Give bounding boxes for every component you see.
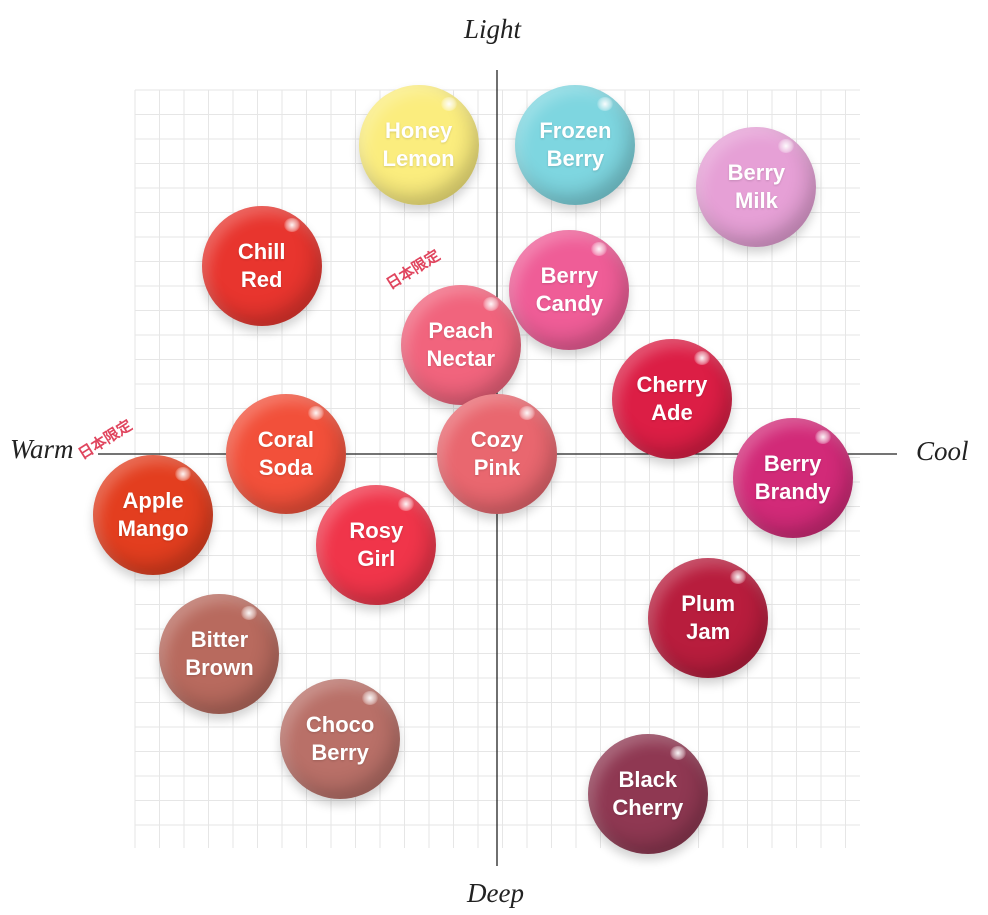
highlight-icon bbox=[693, 351, 710, 366]
color-ball-bitter-brown: Bitter Brown bbox=[159, 594, 280, 715]
highlight-icon bbox=[778, 139, 795, 154]
color-ball-choco-berry: Choco Berry bbox=[280, 679, 401, 800]
point-label: Cozy Pink bbox=[470, 427, 524, 480]
point-label: Chill Red bbox=[237, 238, 286, 292]
point-label: Plum Jam bbox=[681, 590, 736, 644]
highlight-icon bbox=[730, 569, 747, 584]
highlight-icon bbox=[283, 217, 300, 232]
highlight-icon bbox=[814, 430, 831, 445]
highlight-icon bbox=[307, 406, 324, 420]
axis-label-cool: Cool bbox=[916, 436, 969, 466]
color-ball-berry-candy: Berry Candy bbox=[509, 230, 630, 351]
color-ball-chill-red: Chill Red bbox=[201, 205, 322, 326]
point-label: Apple Mango bbox=[117, 487, 189, 541]
color-ball-berry-milk: Berry Milk bbox=[696, 127, 817, 248]
color-ball-apple-mango: Apple Mango bbox=[93, 454, 214, 575]
point-label: Cherry Ade bbox=[636, 372, 708, 426]
color-ball-rosy-girl: Rosy Girl bbox=[316, 485, 437, 605]
point-label: Berry Milk bbox=[727, 160, 786, 214]
point-label: Bitter Brown bbox=[185, 627, 254, 681]
point-label: Berry Candy bbox=[535, 263, 604, 317]
color-ball-frozen-berry: Frozen Berry bbox=[515, 84, 636, 205]
color-ball-cozy-pink: Cozy Pink bbox=[437, 394, 557, 514]
highlight-icon bbox=[519, 406, 535, 420]
point-label: Berry Brandy bbox=[754, 451, 831, 505]
highlight-icon bbox=[597, 96, 614, 111]
color-ball-berry-brandy: Berry Brandy bbox=[732, 418, 853, 539]
axis-label-deep: Deep bbox=[467, 878, 524, 908]
color-ball-plum-jam: Plum Jam bbox=[648, 557, 769, 678]
color-ball-peach-nectar: Peach Nectar bbox=[400, 284, 521, 405]
point-label: Choco Berry bbox=[305, 712, 375, 766]
highlight-icon bbox=[591, 242, 608, 257]
point-label: Coral Soda bbox=[257, 427, 314, 480]
color-ball-cherry-ade: Cherry Ade bbox=[611, 339, 732, 460]
highlight-icon bbox=[241, 606, 258, 621]
point-label: Black Cherry bbox=[612, 766, 684, 820]
point-label: Frozen Berry bbox=[539, 117, 612, 171]
point-label: Peach Nectar bbox=[426, 317, 496, 371]
highlight-icon bbox=[398, 497, 415, 511]
color-ball-black-cherry: Black Cherry bbox=[587, 733, 708, 854]
highlight-icon bbox=[482, 296, 499, 311]
highlight-icon bbox=[362, 691, 379, 706]
highlight-icon bbox=[440, 96, 457, 111]
color-ball-honey-lemon: Honey Lemon bbox=[358, 84, 479, 205]
highlight-icon bbox=[175, 466, 192, 481]
highlight-icon bbox=[669, 745, 686, 760]
point-label: Honey Lemon bbox=[382, 117, 455, 171]
axis-label-warm: Warm bbox=[10, 434, 74, 464]
color-ball-coral-soda: Coral Soda bbox=[225, 394, 346, 514]
point-label: Rosy Girl bbox=[349, 518, 404, 571]
axis-label-light: Light bbox=[464, 14, 522, 44]
